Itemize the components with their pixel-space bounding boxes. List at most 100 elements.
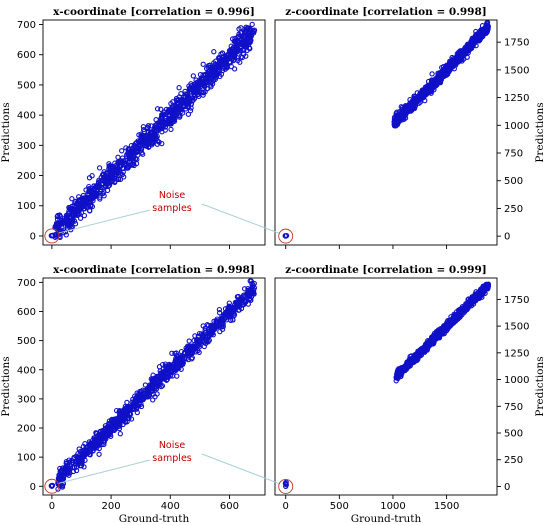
data-point <box>88 187 94 194</box>
data-point <box>154 373 160 380</box>
panel-2: z-coordinate [correlation = 0.998] 0 250 50… <box>274 6 546 249</box>
data-point <box>111 418 117 425</box>
x-tick-label: 600 <box>220 501 239 512</box>
data-point <box>249 280 255 287</box>
data-point <box>227 313 234 320</box>
y-tick-label: 1000 <box>504 375 529 386</box>
data-point <box>118 411 124 417</box>
data-point <box>407 359 414 366</box>
y-tick-label: 500 <box>17 80 36 91</box>
data-point <box>146 392 153 398</box>
data-point <box>395 375 401 382</box>
data-point <box>77 215 84 221</box>
data-point <box>103 176 110 182</box>
data-point <box>101 184 107 191</box>
x-axis-label: Ground-truth <box>119 513 190 525</box>
data-point <box>184 92 190 98</box>
data-point <box>429 336 436 342</box>
data-point <box>482 284 488 290</box>
y-tick-label: 750 <box>504 402 523 413</box>
data-point <box>126 145 132 152</box>
panel-4: z-coordinate [correlation = 0.999] 0 250 50… <box>274 264 546 525</box>
data-point <box>105 183 112 189</box>
data-point <box>83 448 89 455</box>
data-point <box>471 293 478 299</box>
data-point <box>241 31 248 37</box>
data-point <box>217 317 223 324</box>
data-point <box>172 105 178 112</box>
data-point <box>94 430 100 437</box>
data-point <box>77 204 84 210</box>
data-point <box>66 470 73 476</box>
data-point <box>234 55 241 61</box>
data-point <box>185 100 191 107</box>
data-point <box>174 359 180 365</box>
data-point <box>242 299 249 305</box>
data-point <box>249 21 255 28</box>
data-point <box>165 121 172 127</box>
data-point <box>89 173 95 179</box>
y-tick-label: 1250 <box>504 348 529 359</box>
x-axis-label: Ground-truth <box>351 513 422 525</box>
data-point <box>106 161 112 167</box>
data-point <box>448 321 454 327</box>
data-point <box>246 287 252 294</box>
data-point <box>447 66 454 72</box>
data-point <box>88 202 94 208</box>
panel-title: z-coordinate [correlation = 0.998] <box>285 6 487 18</box>
data-point <box>92 438 98 444</box>
data-point <box>82 202 88 208</box>
data-point <box>239 295 245 301</box>
panel-title: x-coordinate [correlation = 0.998] <box>53 264 255 276</box>
data-point <box>161 373 167 379</box>
data-point <box>124 399 130 406</box>
noise-annotation-2: Noise samples <box>58 440 279 484</box>
data-point <box>97 196 103 202</box>
data-point <box>183 356 189 362</box>
data-point <box>96 165 103 171</box>
data-point <box>159 124 165 130</box>
data-point <box>191 346 197 352</box>
data-point <box>140 133 146 139</box>
data-point <box>169 350 175 356</box>
data-point <box>478 28 484 34</box>
data-point <box>169 110 175 116</box>
data-point <box>176 365 182 371</box>
data-point <box>218 71 225 77</box>
data-point <box>421 91 428 97</box>
data-point <box>451 60 457 66</box>
data-point <box>162 120 168 126</box>
data-point <box>396 370 403 376</box>
noise-sample-point <box>282 233 288 239</box>
data-point <box>71 209 77 215</box>
data-point <box>226 304 233 310</box>
data-point <box>196 349 202 356</box>
annotation-text: samples <box>152 453 192 464</box>
leader-line <box>201 453 279 484</box>
noise-annotations: Noise samples Noise samples <box>58 190 279 484</box>
data-point <box>483 30 489 37</box>
y-tick-label: 400 <box>17 111 36 122</box>
data-point <box>154 375 160 382</box>
y-tick-label: 700 <box>17 20 36 31</box>
data-point <box>185 91 191 97</box>
noise-sample-point <box>48 232 54 239</box>
data-point <box>153 136 159 142</box>
data-point <box>458 53 464 59</box>
data-point <box>429 71 435 77</box>
y-tick-label: 100 <box>17 453 36 464</box>
data-point <box>456 53 462 60</box>
data-point <box>433 330 440 336</box>
data-point <box>242 28 248 34</box>
data-point <box>69 196 75 202</box>
data-point <box>164 376 170 383</box>
data-point <box>139 144 145 150</box>
y-tick-label: 300 <box>17 141 36 152</box>
data-point <box>140 151 146 157</box>
data-point <box>82 205 88 212</box>
data-point <box>117 419 123 426</box>
data-point <box>96 451 102 457</box>
data-point <box>465 45 471 51</box>
data-point <box>62 464 68 471</box>
